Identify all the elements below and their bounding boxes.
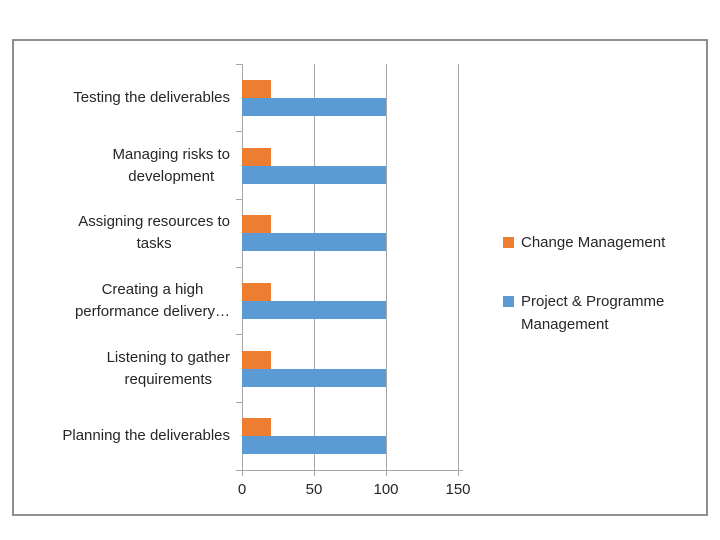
x-axis-tick bbox=[457, 470, 459, 476]
legend-swatch-change-management-icon bbox=[503, 237, 514, 248]
category-label-text: Planning the deliverables bbox=[62, 427, 230, 445]
bar bbox=[242, 282, 271, 301]
y-axis-line bbox=[241, 64, 243, 470]
y-axis-tick bbox=[236, 198, 242, 200]
category-label: Testing the deliverables bbox=[14, 87, 230, 109]
x-axis-tick-label: 100 bbox=[373, 481, 399, 498]
category-label-text: Assigning resources to tasks bbox=[78, 213, 230, 253]
bar bbox=[242, 436, 386, 455]
x-axis-line bbox=[239, 469, 463, 471]
gridline bbox=[457, 64, 459, 470]
legend: Change Management Project & Programme Man… bbox=[503, 231, 713, 336]
bar bbox=[242, 147, 271, 166]
bar bbox=[242, 215, 271, 234]
category-label: Listening to gather requirements bbox=[14, 347, 230, 391]
legend-swatch-project-programme-icon bbox=[503, 296, 514, 307]
bar bbox=[242, 350, 271, 369]
x-axis-tick bbox=[385, 470, 387, 476]
category-label: Assigning resources to tasks bbox=[14, 211, 230, 255]
bar bbox=[242, 165, 386, 184]
gridline bbox=[313, 64, 315, 470]
bar bbox=[242, 418, 271, 437]
x-axis-tick-label: 50 bbox=[305, 481, 323, 498]
y-axis-tick bbox=[236, 401, 242, 403]
category-label-text: Listening to gather requirements bbox=[106, 348, 230, 388]
legend-label: Change Management bbox=[521, 234, 666, 251]
category-label: Managing risks to development bbox=[14, 144, 230, 188]
bar bbox=[242, 233, 386, 252]
x-axis-tick bbox=[313, 470, 315, 476]
bar bbox=[242, 368, 386, 387]
bar bbox=[242, 300, 386, 319]
category-label-text: Creating a high performance delivery… bbox=[74, 280, 230, 320]
y-axis-tick bbox=[236, 266, 242, 268]
bar-chart-panel: 0 50 100 150 Testing the deliverables Managin… bbox=[12, 39, 708, 516]
category-label-text: Managing risks to development bbox=[112, 145, 230, 185]
y-axis-tick bbox=[236, 334, 242, 336]
gridline bbox=[385, 64, 387, 470]
category-label-text: Testing the deliverables bbox=[73, 88, 230, 106]
legend-item: Project & Programme Management bbox=[503, 290, 713, 336]
category-label: Creating a high performance delivery… bbox=[14, 279, 230, 323]
y-axis-tick bbox=[236, 63, 242, 65]
bar bbox=[242, 79, 271, 98]
x-axis-tick-label: 0 bbox=[237, 481, 247, 498]
y-axis-tick bbox=[236, 131, 242, 133]
bar bbox=[242, 97, 386, 116]
x-axis-tick bbox=[241, 470, 243, 476]
category-label: Planning the deliverables bbox=[14, 425, 230, 447]
legend-label: Project & Programme Management bbox=[521, 293, 665, 333]
plot-area: 0 50 100 150 Testing the deliverables Managin… bbox=[14, 41, 706, 514]
x-axis-tick-label: 150 bbox=[445, 481, 471, 498]
legend-item: Change Management bbox=[503, 231, 713, 254]
